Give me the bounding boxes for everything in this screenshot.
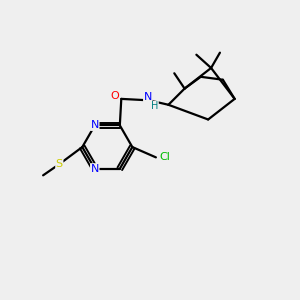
Text: N: N xyxy=(91,164,99,174)
Text: O: O xyxy=(110,91,119,101)
Text: N: N xyxy=(91,120,99,130)
Text: Cl: Cl xyxy=(159,152,170,162)
Text: S: S xyxy=(56,159,63,169)
Text: H: H xyxy=(151,101,158,111)
Text: N: N xyxy=(144,92,152,102)
